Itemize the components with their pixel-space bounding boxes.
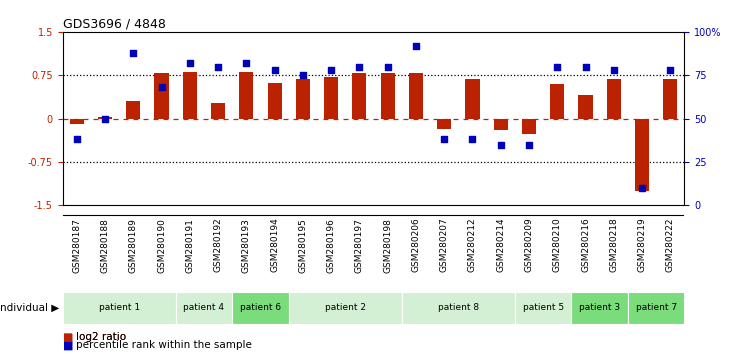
Bar: [606, 79, 621, 119]
Bar: [267, 83, 282, 119]
Point: [580, 64, 592, 69]
Point: [184, 60, 196, 66]
Text: GSM280190: GSM280190: [157, 218, 166, 273]
Point: [382, 64, 394, 69]
Text: GSM280194: GSM280194: [270, 218, 279, 273]
Point: [212, 64, 224, 69]
Text: GSM280195: GSM280195: [298, 218, 308, 273]
Bar: [183, 72, 197, 119]
Text: GSM280197: GSM280197: [355, 218, 364, 273]
Text: GSM280193: GSM280193: [242, 218, 251, 273]
Text: GSM280212: GSM280212: [468, 218, 477, 272]
Point: [636, 185, 648, 191]
Text: GSM280209: GSM280209: [525, 218, 534, 273]
Text: GSM280210: GSM280210: [553, 218, 562, 273]
Text: patient 3: patient 3: [579, 303, 620, 313]
Bar: [494, 119, 508, 130]
Text: patient 7: patient 7: [636, 303, 677, 313]
Bar: [551, 84, 565, 119]
Point: [467, 137, 478, 142]
Bar: [239, 72, 253, 119]
Bar: [628, 292, 684, 324]
Point: [325, 67, 337, 73]
Point: [495, 142, 506, 147]
Text: GSM280191: GSM280191: [185, 218, 194, 273]
Bar: [402, 292, 515, 324]
Bar: [211, 103, 225, 119]
Bar: [381, 74, 394, 119]
Point: [155, 85, 167, 90]
Text: log2 ratio: log2 ratio: [76, 332, 126, 342]
Point: [665, 67, 676, 73]
Point: [551, 64, 563, 69]
Point: [410, 43, 422, 48]
Text: GSM280222: GSM280222: [666, 218, 675, 272]
Bar: [70, 119, 84, 124]
Text: GSM280207: GSM280207: [439, 218, 449, 273]
Text: GSM280214: GSM280214: [496, 218, 505, 272]
Bar: [324, 77, 338, 119]
Bar: [437, 119, 451, 129]
Text: patient 5: patient 5: [523, 303, 564, 313]
Bar: [98, 118, 112, 119]
Text: ■: ■: [63, 340, 73, 350]
Text: GSM280218: GSM280218: [609, 218, 618, 273]
Text: GDS3696 / 4848: GDS3696 / 4848: [63, 18, 166, 31]
Bar: [635, 119, 649, 191]
Text: percentile rank within the sample: percentile rank within the sample: [76, 340, 252, 350]
Bar: [176, 292, 232, 324]
Text: patient 8: patient 8: [438, 303, 479, 313]
Point: [241, 60, 252, 66]
Point: [71, 137, 82, 142]
Text: GSM280189: GSM280189: [129, 218, 138, 273]
Bar: [578, 96, 592, 119]
Point: [127, 50, 139, 56]
Text: ■: ■: [63, 332, 73, 342]
Bar: [63, 292, 176, 324]
Point: [99, 116, 111, 121]
Text: GSM280188: GSM280188: [100, 218, 110, 273]
Text: ■ log2 ratio: ■ log2 ratio: [63, 332, 126, 342]
Text: GSM280196: GSM280196: [327, 218, 336, 273]
Text: patient 4: patient 4: [183, 303, 224, 313]
Point: [297, 73, 308, 78]
Bar: [289, 292, 402, 324]
Text: GSM280187: GSM280187: [72, 218, 81, 273]
Text: patient 2: patient 2: [325, 303, 366, 313]
Point: [608, 67, 620, 73]
Bar: [522, 119, 536, 134]
Bar: [663, 79, 677, 119]
Point: [439, 137, 450, 142]
Point: [353, 64, 365, 69]
Bar: [409, 74, 423, 119]
Point: [269, 67, 280, 73]
Text: GSM280219: GSM280219: [637, 218, 647, 273]
Text: GSM280192: GSM280192: [213, 218, 222, 273]
Text: patient 1: patient 1: [99, 303, 140, 313]
Bar: [126, 101, 141, 119]
Text: GSM280216: GSM280216: [581, 218, 590, 273]
Text: GSM280198: GSM280198: [383, 218, 392, 273]
Bar: [232, 292, 289, 324]
Bar: [515, 292, 571, 324]
Point: [523, 142, 535, 147]
Bar: [296, 79, 310, 119]
Bar: [155, 74, 169, 119]
Text: GSM280206: GSM280206: [411, 218, 420, 273]
Bar: [353, 74, 367, 119]
Text: patient 6: patient 6: [240, 303, 281, 313]
Text: individual ▶: individual ▶: [0, 303, 59, 313]
Bar: [465, 79, 480, 119]
Bar: [571, 292, 628, 324]
